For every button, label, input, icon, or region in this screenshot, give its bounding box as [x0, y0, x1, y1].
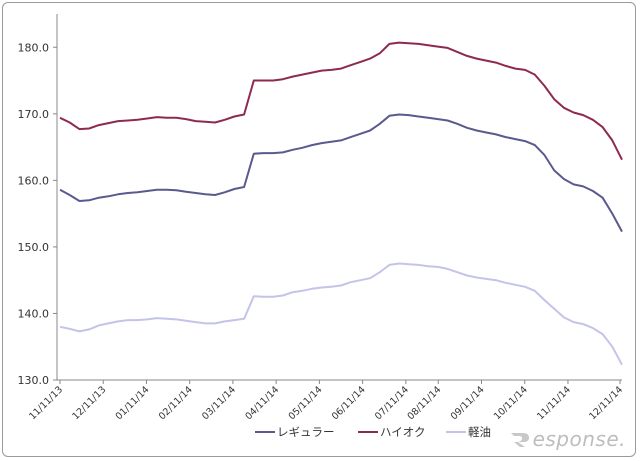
legend: レギュラー ハイオク 軽油: [255, 425, 491, 439]
watermark-text: esponse.: [532, 427, 626, 451]
legend-label: 軽油: [468, 425, 491, 439]
x-tick-label: 11/11/14: [535, 384, 573, 422]
legend-label: レギュラー: [277, 425, 335, 439]
x-tick-label: 12/11/14: [587, 384, 625, 422]
x-tick-label: 09/11/14: [449, 384, 487, 422]
y-tick-label: 130.0: [18, 374, 50, 387]
x-axis-ticks: 11/11/13 12/11/13 01/11/14 02/11/14 03/11/14…: [27, 380, 625, 422]
y-tick-label: 150.0: [18, 241, 50, 254]
x-tick-label: 01/11/14: [114, 384, 152, 422]
y-tick-label: 180.0: [18, 41, 50, 54]
x-tick-label: 11/11/13: [27, 384, 65, 422]
x-tick-label: 02/11/14: [157, 384, 195, 422]
x-tick-label: 10/11/14: [492, 384, 530, 422]
x-tick-label: 12/11/13: [70, 384, 108, 422]
x-tick-label: 08/11/14: [405, 384, 443, 422]
y-tick-label: 140.0: [18, 307, 50, 320]
x-tick-label: 06/11/14: [330, 384, 368, 422]
legend-label: ハイオク: [380, 425, 426, 439]
series-line-0: [59, 113, 623, 233]
series-line-2: [59, 262, 623, 366]
x-tick-label: 05/11/14: [287, 384, 325, 422]
chart-axes: [56, 14, 622, 381]
series-lines: [59, 41, 623, 366]
y-axis-ticks: 130.0 140.0 150.0 160.0 170.0 180.0: [18, 41, 57, 387]
y-tick-label: 170.0: [18, 108, 50, 121]
x-tick-label: 04/11/14: [243, 384, 281, 422]
series-line-1: [59, 41, 623, 161]
response-watermark: esponse.: [509, 427, 626, 451]
y-tick-label: 160.0: [18, 174, 50, 187]
x-tick-label: 03/11/14: [200, 384, 238, 422]
response-logo-icon: [510, 433, 529, 447]
x-tick-label: 07/11/14: [373, 384, 411, 422]
